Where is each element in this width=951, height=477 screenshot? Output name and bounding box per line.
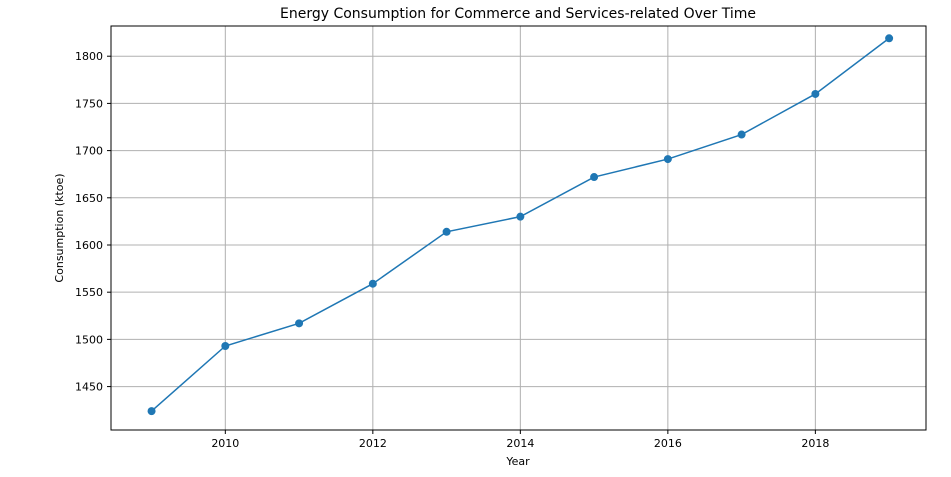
- y-axis: 1450 1500 1550 1600 1650 1700 1750 1800: [75, 50, 111, 394]
- chart-title: Energy Consumption for Commerce and Serv…: [280, 6, 756, 22]
- x-tick-label: 2010: [211, 437, 239, 450]
- plot-area: [110, 25, 927, 431]
- data-point: [516, 212, 525, 221]
- y-tick-label: 1800: [75, 50, 103, 63]
- y-axis-label: Consumption (ktoe): [53, 173, 66, 282]
- x-tick-label: 2014: [506, 437, 534, 450]
- x-axis-label: Year: [505, 455, 530, 468]
- y-tick-label: 1700: [75, 145, 103, 158]
- y-tick-label: 1550: [75, 286, 103, 299]
- y-tick-label: 1450: [75, 381, 103, 394]
- y-tick-label: 1500: [75, 333, 103, 346]
- x-tick-label: 2016: [654, 437, 682, 450]
- x-tick-label: 2012: [359, 437, 387, 450]
- x-tick-label: 2018: [801, 437, 829, 450]
- grid-lines: [111, 26, 926, 430]
- data-point: [737, 130, 746, 139]
- data-point: [368, 279, 377, 288]
- data-point: [663, 155, 672, 164]
- data-point: [811, 89, 820, 98]
- data-point: [295, 319, 304, 328]
- y-tick-label: 1750: [75, 97, 103, 110]
- series-layer: [147, 34, 894, 416]
- y-tick-label: 1600: [75, 239, 103, 252]
- x-axis: 2010 2012 2014 2016 2018: [211, 430, 829, 450]
- data-point: [147, 407, 156, 416]
- data-point: [590, 173, 599, 182]
- y-tick-label: 1650: [75, 192, 103, 205]
- data-point: [442, 227, 451, 236]
- data-point: [885, 34, 894, 43]
- data-point: [221, 341, 230, 350]
